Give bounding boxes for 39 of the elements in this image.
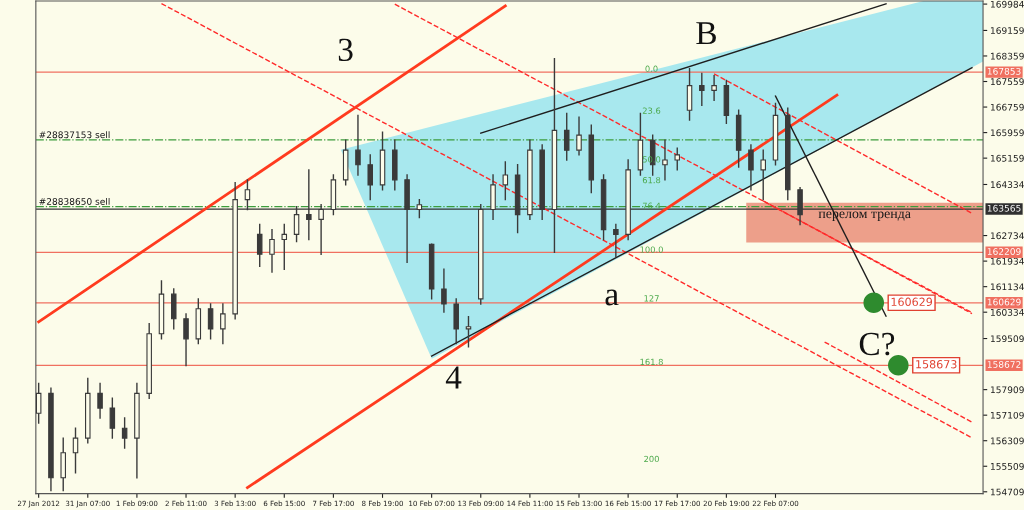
annotation: 127: [644, 295, 659, 302]
annotation: а: [605, 289, 619, 306]
annotation: 61.8: [642, 176, 661, 184]
y-tick-label: 156309: [990, 437, 1024, 445]
ref-line-label: #28838650 sell: [39, 197, 110, 205]
annotation: В: [696, 22, 716, 45]
ref-line-label: 158672: [987, 361, 1021, 368]
annotation: 161.8: [640, 358, 663, 366]
y-tick-label: 157109: [990, 411, 1024, 419]
y-tick-label: 165159: [990, 154, 1024, 162]
y-tick-label: 160334: [990, 308, 1024, 316]
annotation: 0.0: [645, 65, 658, 72]
ref-line-label: 163565: [987, 204, 1021, 212]
y-tick-label: 162734: [990, 232, 1024, 240]
y-tick-label: 165959: [990, 129, 1024, 137]
y-tick-label: 166759: [990, 103, 1024, 111]
ref-line-label: 160629: [987, 298, 1021, 306]
y-tick-label: 169984: [990, 0, 1024, 8]
data-label: 160629: [891, 297, 933, 306]
annotation: 23.6: [642, 107, 661, 114]
y-tick-label: 155509: [990, 462, 1024, 470]
annotation: 3: [338, 38, 353, 62]
y-tick-label: 154709: [990, 488, 1024, 496]
y-tick-label: 169159: [990, 27, 1024, 34]
y-tick-label: 168359: [990, 52, 1024, 60]
ref-line-label: 167853: [987, 67, 1021, 75]
annotation: 200: [644, 455, 659, 463]
y-tick-label: 164334: [990, 181, 1024, 189]
data-label: 158673: [916, 360, 957, 369]
y-tick-label: 161134: [990, 283, 1024, 291]
y-tick-label: 157909: [990, 386, 1024, 394]
y-tick-label: 159509: [990, 335, 1024, 343]
annotation: 100.0: [640, 246, 663, 253]
ref-line-label: 162209: [987, 248, 1021, 255]
annotation: 4: [445, 366, 462, 389]
y-tick-label: 167559: [990, 78, 1024, 86]
ref-line-label: #28837153 sell: [39, 131, 110, 139]
y-tick-label: 161934: [990, 257, 1024, 265]
annotation: С?: [859, 332, 895, 356]
